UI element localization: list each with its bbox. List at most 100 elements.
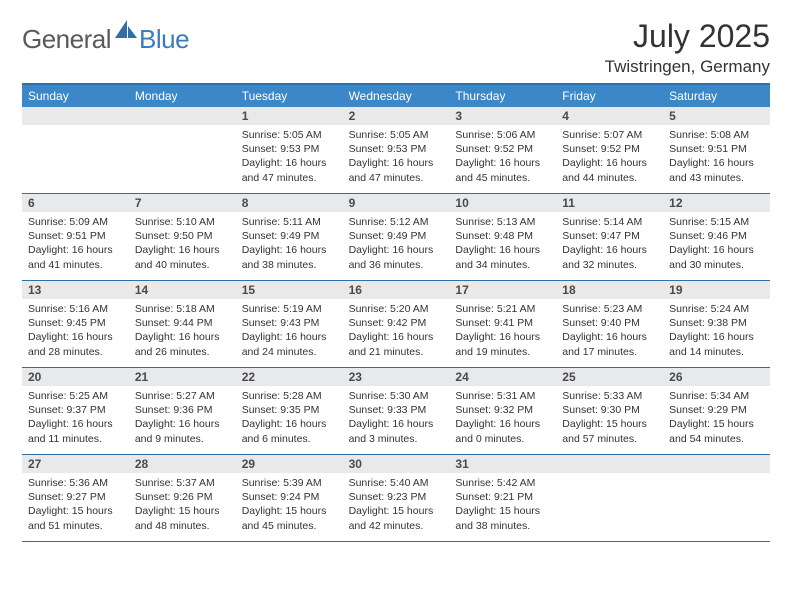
day-line: Sunset: 9:35 PM — [242, 403, 337, 417]
day-number: 12 — [663, 194, 770, 212]
day-body: Sunrise: 5:37 AMSunset: 9:26 PMDaylight:… — [129, 473, 236, 539]
day-body: Sunrise: 5:23 AMSunset: 9:40 PMDaylight:… — [556, 299, 663, 365]
day-number: 4 — [556, 107, 663, 125]
day-line: and 17 minutes. — [562, 345, 657, 359]
day-line: Daylight: 16 hours — [28, 243, 123, 257]
day-number: 29 — [236, 455, 343, 473]
day-body: Sunrise: 5:42 AMSunset: 9:21 PMDaylight:… — [449, 473, 556, 539]
calendar: Sunday Monday Tuesday Wednesday Thursday… — [22, 83, 770, 542]
day-line: Daylight: 16 hours — [562, 330, 657, 344]
page-title: July 2025 — [605, 18, 770, 55]
logo-sail-icon — [115, 20, 137, 45]
day-number: 13 — [22, 281, 129, 299]
dayname-wednesday: Wednesday — [343, 85, 450, 107]
day-line: and 3 minutes. — [349, 432, 444, 446]
day-line: Sunrise: 5:08 AM — [669, 128, 764, 142]
day-body: Sunrise: 5:09 AMSunset: 9:51 PMDaylight:… — [22, 212, 129, 278]
day-line: and 51 minutes. — [28, 519, 123, 533]
day-line: Daylight: 16 hours — [242, 330, 337, 344]
day-body: Sunrise: 5:36 AMSunset: 9:27 PMDaylight:… — [22, 473, 129, 539]
dayname-monday: Monday — [129, 85, 236, 107]
day-cell — [663, 455, 770, 541]
day-line: Sunrise: 5:42 AM — [455, 476, 550, 490]
day-line: Daylight: 16 hours — [349, 330, 444, 344]
day-line: Sunset: 9:23 PM — [349, 490, 444, 504]
day-line: Daylight: 16 hours — [135, 330, 230, 344]
day-line: Sunset: 9:24 PM — [242, 490, 337, 504]
day-body: Sunrise: 5:27 AMSunset: 9:36 PMDaylight:… — [129, 386, 236, 452]
day-line: and 47 minutes. — [242, 171, 337, 185]
day-line: and 42 minutes. — [349, 519, 444, 533]
day-line: Daylight: 16 hours — [455, 330, 550, 344]
day-line: Sunrise: 5:21 AM — [455, 302, 550, 316]
day-body: Sunrise: 5:25 AMSunset: 9:37 PMDaylight:… — [22, 386, 129, 452]
day-line: Sunset: 9:51 PM — [669, 142, 764, 156]
day-cell: 7Sunrise: 5:10 AMSunset: 9:50 PMDaylight… — [129, 194, 236, 280]
day-body: Sunrise: 5:05 AMSunset: 9:53 PMDaylight:… — [236, 125, 343, 191]
day-body — [556, 473, 663, 482]
day-line: Sunrise: 5:05 AM — [349, 128, 444, 142]
day-line: Sunrise: 5:16 AM — [28, 302, 123, 316]
day-number: 23 — [343, 368, 450, 386]
day-line: Daylight: 16 hours — [669, 156, 764, 170]
day-line: Sunrise: 5:07 AM — [562, 128, 657, 142]
day-number: 2 — [343, 107, 450, 125]
day-line: Daylight: 16 hours — [669, 330, 764, 344]
day-cell: 10Sunrise: 5:13 AMSunset: 9:48 PMDayligh… — [449, 194, 556, 280]
day-line: Sunrise: 5:37 AM — [135, 476, 230, 490]
day-line: and 44 minutes. — [562, 171, 657, 185]
day-line: Sunset: 9:36 PM — [135, 403, 230, 417]
day-body: Sunrise: 5:15 AMSunset: 9:46 PMDaylight:… — [663, 212, 770, 278]
day-cell: 24Sunrise: 5:31 AMSunset: 9:32 PMDayligh… — [449, 368, 556, 454]
day-line: Sunrise: 5:09 AM — [28, 215, 123, 229]
day-body: Sunrise: 5:28 AMSunset: 9:35 PMDaylight:… — [236, 386, 343, 452]
day-line: Daylight: 16 hours — [242, 417, 337, 431]
day-line: Sunset: 9:47 PM — [562, 229, 657, 243]
day-line: Sunset: 9:45 PM — [28, 316, 123, 330]
calendar-week: 6Sunrise: 5:09 AMSunset: 9:51 PMDaylight… — [22, 194, 770, 281]
day-cell: 23Sunrise: 5:30 AMSunset: 9:33 PMDayligh… — [343, 368, 450, 454]
day-number: 11 — [556, 194, 663, 212]
day-line: Sunset: 9:26 PM — [135, 490, 230, 504]
day-body: Sunrise: 5:12 AMSunset: 9:49 PMDaylight:… — [343, 212, 450, 278]
day-number: 1 — [236, 107, 343, 125]
location-label: Twistringen, Germany — [605, 57, 770, 77]
day-line: Sunset: 9:50 PM — [135, 229, 230, 243]
day-number: 31 — [449, 455, 556, 473]
day-body: Sunrise: 5:10 AMSunset: 9:50 PMDaylight:… — [129, 212, 236, 278]
day-body — [663, 473, 770, 482]
day-line: Sunrise: 5:05 AM — [242, 128, 337, 142]
day-line: and 32 minutes. — [562, 258, 657, 272]
day-line: Sunrise: 5:19 AM — [242, 302, 337, 316]
calendar-week: 20Sunrise: 5:25 AMSunset: 9:37 PMDayligh… — [22, 368, 770, 455]
day-line: Daylight: 16 hours — [135, 417, 230, 431]
day-cell: 26Sunrise: 5:34 AMSunset: 9:29 PMDayligh… — [663, 368, 770, 454]
day-line: Sunrise: 5:13 AM — [455, 215, 550, 229]
day-cell: 29Sunrise: 5:39 AMSunset: 9:24 PMDayligh… — [236, 455, 343, 541]
day-line: Daylight: 15 hours — [562, 417, 657, 431]
day-line: Sunset: 9:48 PM — [455, 229, 550, 243]
day-number: 20 — [22, 368, 129, 386]
day-line: and 34 minutes. — [455, 258, 550, 272]
day-line: Daylight: 16 hours — [562, 243, 657, 257]
day-body: Sunrise: 5:18 AMSunset: 9:44 PMDaylight:… — [129, 299, 236, 365]
calendar-week: 27Sunrise: 5:36 AMSunset: 9:27 PMDayligh… — [22, 455, 770, 542]
day-cell: 19Sunrise: 5:24 AMSunset: 9:38 PMDayligh… — [663, 281, 770, 367]
day-line: Sunset: 9:52 PM — [455, 142, 550, 156]
day-line: Sunrise: 5:27 AM — [135, 389, 230, 403]
day-line: and 45 minutes. — [242, 519, 337, 533]
day-number: 17 — [449, 281, 556, 299]
day-line: Sunrise: 5:25 AM — [28, 389, 123, 403]
day-line: Sunrise: 5:11 AM — [242, 215, 337, 229]
day-number: 10 — [449, 194, 556, 212]
day-body: Sunrise: 5:13 AMSunset: 9:48 PMDaylight:… — [449, 212, 556, 278]
day-line: Daylight: 16 hours — [349, 417, 444, 431]
day-line: and 9 minutes. — [135, 432, 230, 446]
day-line: Sunrise: 5:39 AM — [242, 476, 337, 490]
day-number: 22 — [236, 368, 343, 386]
day-number — [663, 455, 770, 473]
day-cell: 20Sunrise: 5:25 AMSunset: 9:37 PMDayligh… — [22, 368, 129, 454]
day-line: and 24 minutes. — [242, 345, 337, 359]
day-line: Sunrise: 5:14 AM — [562, 215, 657, 229]
day-number: 6 — [22, 194, 129, 212]
